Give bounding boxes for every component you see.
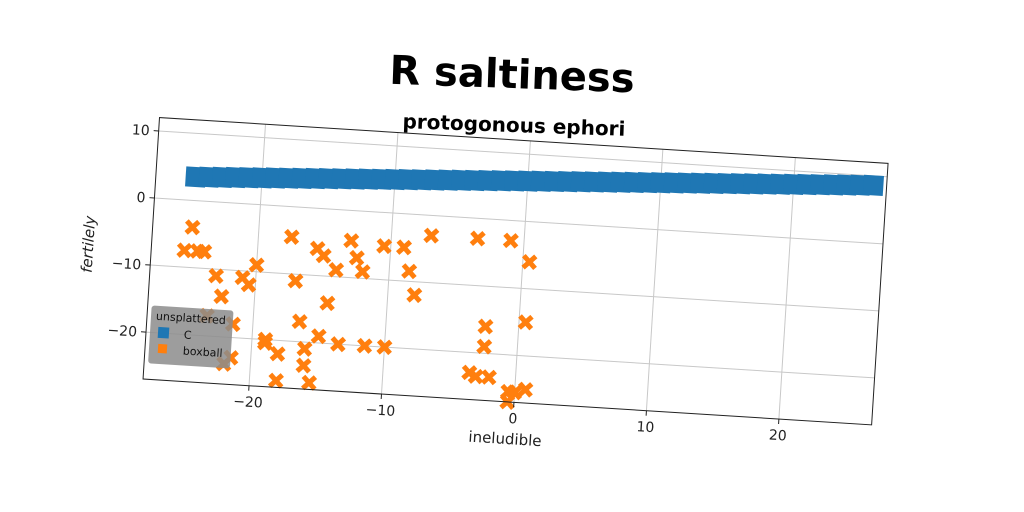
grid bbox=[145, 124, 888, 420]
point-boxball bbox=[517, 314, 534, 331]
point-boxball bbox=[296, 340, 313, 357]
point-boxball bbox=[521, 253, 538, 271]
legend-label-c: C bbox=[183, 329, 192, 342]
point-boxball bbox=[208, 267, 225, 284]
point-boxball bbox=[354, 263, 371, 280]
point-boxball bbox=[480, 369, 497, 386]
point-boxball bbox=[330, 336, 347, 353]
series-layer bbox=[176, 166, 884, 410]
point-boxball bbox=[315, 247, 332, 264]
point-boxball bbox=[196, 243, 213, 260]
point-boxball bbox=[256, 334, 274, 351]
point-boxball bbox=[287, 272, 304, 289]
y-gridline bbox=[158, 130, 888, 178]
point-boxball bbox=[502, 232, 519, 249]
y-tick-label: 10 bbox=[131, 122, 150, 139]
series-C bbox=[185, 166, 884, 196]
point-C bbox=[862, 174, 884, 196]
x-axis-label: ineludible bbox=[468, 428, 542, 451]
chart-title: R saltiness bbox=[389, 48, 636, 103]
point-boxball bbox=[517, 381, 534, 398]
point-boxball bbox=[343, 232, 360, 249]
y-gridline bbox=[154, 197, 884, 245]
point-boxball bbox=[310, 328, 327, 345]
y-gridline bbox=[150, 264, 879, 312]
legend-label-boxball: boxball bbox=[182, 344, 222, 359]
point-boxball bbox=[467, 368, 484, 385]
x-gridline bbox=[645, 149, 664, 411]
chart-subtitle: protogonous ephori bbox=[402, 109, 626, 141]
x-tick-label: 10 bbox=[636, 419, 655, 436]
point-boxball bbox=[401, 263, 418, 280]
y-gridline bbox=[145, 331, 875, 379]
point-boxball bbox=[477, 318, 494, 335]
legend-box bbox=[148, 305, 234, 369]
point-boxball bbox=[184, 219, 201, 236]
point-boxball bbox=[283, 228, 300, 245]
x-gridline bbox=[778, 157, 796, 420]
ticks: −20 −10 0 10 20 −20 −10 0 10 bbox=[107, 122, 787, 444]
point-boxball bbox=[396, 239, 413, 256]
point-boxball bbox=[356, 337, 373, 354]
y-axis-label: fertilely bbox=[78, 214, 100, 273]
point-boxball bbox=[301, 374, 318, 391]
point-boxball bbox=[476, 338, 493, 355]
legend: unsplattered C boxball bbox=[148, 305, 234, 369]
x-tick-label: 0 bbox=[508, 411, 518, 428]
y-tick-label: −10 bbox=[111, 256, 141, 274]
plot-frame bbox=[142, 117, 889, 426]
point-boxball bbox=[506, 384, 523, 401]
y-tick-label: 0 bbox=[136, 190, 146, 207]
point-boxball bbox=[291, 313, 308, 330]
point-boxball bbox=[376, 339, 393, 356]
point-boxball bbox=[240, 276, 257, 293]
point-boxball bbox=[269, 345, 286, 362]
point-boxball bbox=[376, 238, 393, 255]
legend-swatch-boxball bbox=[157, 343, 168, 354]
point-boxball bbox=[423, 227, 440, 244]
point-boxball bbox=[267, 372, 284, 389]
point-boxball bbox=[348, 249, 365, 266]
point-boxball bbox=[328, 261, 345, 279]
x-tick-label: −20 bbox=[233, 394, 263, 412]
point-boxball bbox=[213, 288, 230, 305]
legend-title: unsplattered bbox=[156, 310, 227, 327]
plot-area: −20 −10 0 10 20 −20 −10 0 10 ineludible fertilel… bbox=[78, 117, 889, 451]
x-tick-label: 20 bbox=[768, 427, 787, 444]
point-boxball bbox=[248, 256, 265, 274]
point-boxball bbox=[319, 295, 336, 312]
point-boxball bbox=[295, 357, 312, 374]
x-tick-label: −10 bbox=[365, 402, 395, 420]
x-gridline bbox=[248, 124, 266, 386]
point-boxball bbox=[469, 230, 486, 247]
y-tick-label: −20 bbox=[107, 323, 137, 341]
legend-swatch-c bbox=[157, 326, 170, 339]
point-boxball bbox=[406, 287, 423, 304]
point-boxball bbox=[176, 242, 193, 259]
